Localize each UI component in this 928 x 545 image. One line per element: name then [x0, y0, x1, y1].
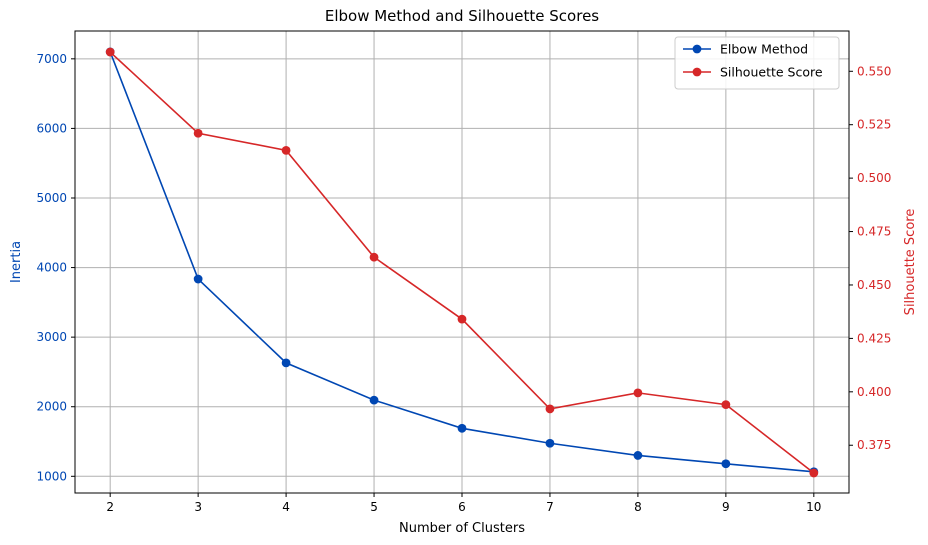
right-tick-label: 0.500	[857, 171, 891, 185]
x-tick-label: 7	[546, 500, 554, 514]
silhouette-score-point	[105, 47, 115, 57]
right-axis-label: Silhouette Score	[903, 209, 918, 316]
left-tick-label: 6000	[36, 121, 67, 135]
right-tick-label: 0.475	[857, 225, 891, 239]
elbow-method-point	[545, 438, 555, 448]
x-tick-label: 4	[282, 500, 290, 514]
x-axis-label: Number of Clusters	[399, 521, 525, 536]
silhouette-score-legend-marker	[692, 67, 702, 77]
silhouette-score-point	[721, 400, 731, 410]
left-tick-label: 3000	[36, 330, 67, 344]
silhouette-score-point	[281, 145, 291, 155]
left-axis-label: Inertia	[9, 241, 24, 283]
left-tick-label: 5000	[36, 191, 67, 205]
axes: 2 3 4 5 6 7 8 9 10 1000 2000 3000 4000 5000 6000 7000 0.…	[36, 52, 891, 514]
silhouette-score-legend-label: Silhouette Score	[720, 65, 823, 80]
elbow-method-point	[721, 459, 731, 469]
right-tick-label: 0.450	[857, 278, 891, 292]
elbow-method-legend-marker	[692, 44, 702, 54]
x-tick-label: 10	[806, 500, 821, 514]
right-tick-label: 0.400	[857, 385, 891, 399]
grid-lines	[75, 31, 849, 493]
right-tick-label: 0.375	[857, 438, 891, 452]
x-tick-label: 3	[194, 500, 202, 514]
elbow-method-point	[193, 274, 203, 284]
silhouette-score-point	[545, 404, 555, 414]
silhouette-score-point	[809, 468, 819, 478]
legend-box	[674, 36, 840, 90]
elbow-method-point	[369, 395, 379, 405]
elbow-method-legend-label: Elbow Method	[720, 42, 808, 57]
right-tick-label: 0.550	[857, 64, 891, 78]
left-tick-label: 2000	[36, 400, 67, 414]
x-tick-label: 8	[634, 500, 642, 514]
x-tick-label: 2	[106, 500, 114, 514]
silhouette-score-point	[457, 314, 467, 324]
silhouette-score-point	[633, 388, 643, 398]
right-tick-label: 0.525	[857, 118, 891, 132]
silhouette-score-point	[369, 252, 379, 262]
elbow-method-point	[457, 423, 467, 433]
elbow-method-point	[281, 358, 291, 368]
plot-series	[105, 47, 819, 478]
x-tick-label: 6	[458, 500, 466, 514]
right-tick-label: 0.425	[857, 331, 891, 345]
x-tick-label: 9	[722, 500, 730, 514]
chart-title: Elbow Method and Silhouette Scores	[325, 7, 599, 25]
left-tick-label: 7000	[36, 52, 67, 66]
silhouette-score-point	[193, 128, 203, 138]
legend: Elbow Method Silhouette Score	[674, 36, 840, 90]
elbow-method-point	[633, 451, 643, 460]
left-tick-label: 4000	[36, 261, 67, 275]
x-tick-label: 5	[370, 500, 378, 514]
left-tick-label: 1000	[36, 469, 67, 483]
